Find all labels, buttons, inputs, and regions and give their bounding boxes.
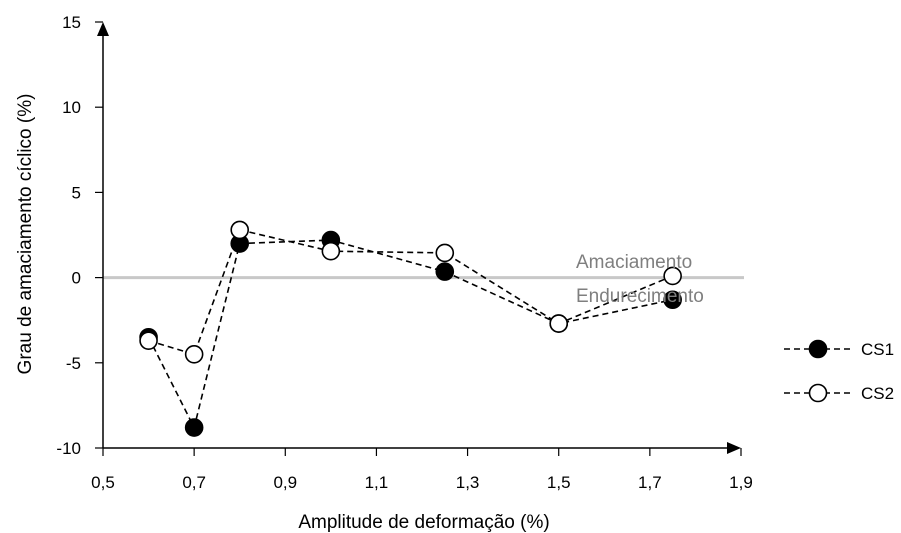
data-point-cs2 [663,266,682,286]
data-point-cs2 [435,243,455,263]
y-axis-title: Grau de amaciamento cíclico (%) [15,94,36,375]
y-tick-label: 15 [62,13,81,32]
data-point-cs2 [549,314,569,333]
x-tick-label: 1,1 [365,473,389,492]
data-point-cs1 [184,418,204,437]
y-tick-label: 10 [62,98,81,117]
legend-marker [808,339,828,359]
series-layer [139,220,682,437]
annotation-below: Endurecimento [576,286,704,307]
y-tick-label: -10 [56,439,81,458]
data-point-cs2 [139,331,158,350]
x-tick-label: 0,7 [182,473,206,492]
legend-marker [808,383,828,403]
x-axis-arrow-icon [727,442,741,454]
legend-item-cs2: CS2 [784,383,894,403]
legend-label: CS1 [861,340,894,359]
annotation-above: Amaciamento [576,252,692,273]
x-tick-label: 0,9 [273,473,297,492]
x-tick-label: 1,3 [456,473,480,492]
x-tick-label: 1,5 [547,473,571,492]
legend-item-cs1: CS1 [784,339,894,359]
data-point-cs2 [230,220,250,240]
y-tick-label: 0 [72,269,81,288]
y-axis-arrow-icon [97,22,109,36]
y-tick-label: -5 [66,354,81,373]
legend-label: CS2 [861,384,894,403]
x-axis-ticks: 0,5 0,7 0,9 1,1 1,3 1,5 1,7 1,9 [91,448,753,492]
legend: CS1 CS2 [784,339,894,403]
data-point-cs2 [184,344,204,364]
x-tick-label: 0,5 [91,473,115,492]
x-tick-label: 1,9 [729,473,753,492]
data-point-cs2 [321,241,341,261]
y-tick-label: 5 [72,183,81,202]
x-tick-label: 1,7 [638,473,662,492]
x-axis-title: Amplitude de deformação (%) [298,512,549,533]
data-point-cs1 [663,290,682,310]
y-axis-ticks: -10 -5 0 5 10 15 [56,13,103,458]
data-point-cs1 [435,262,455,281]
